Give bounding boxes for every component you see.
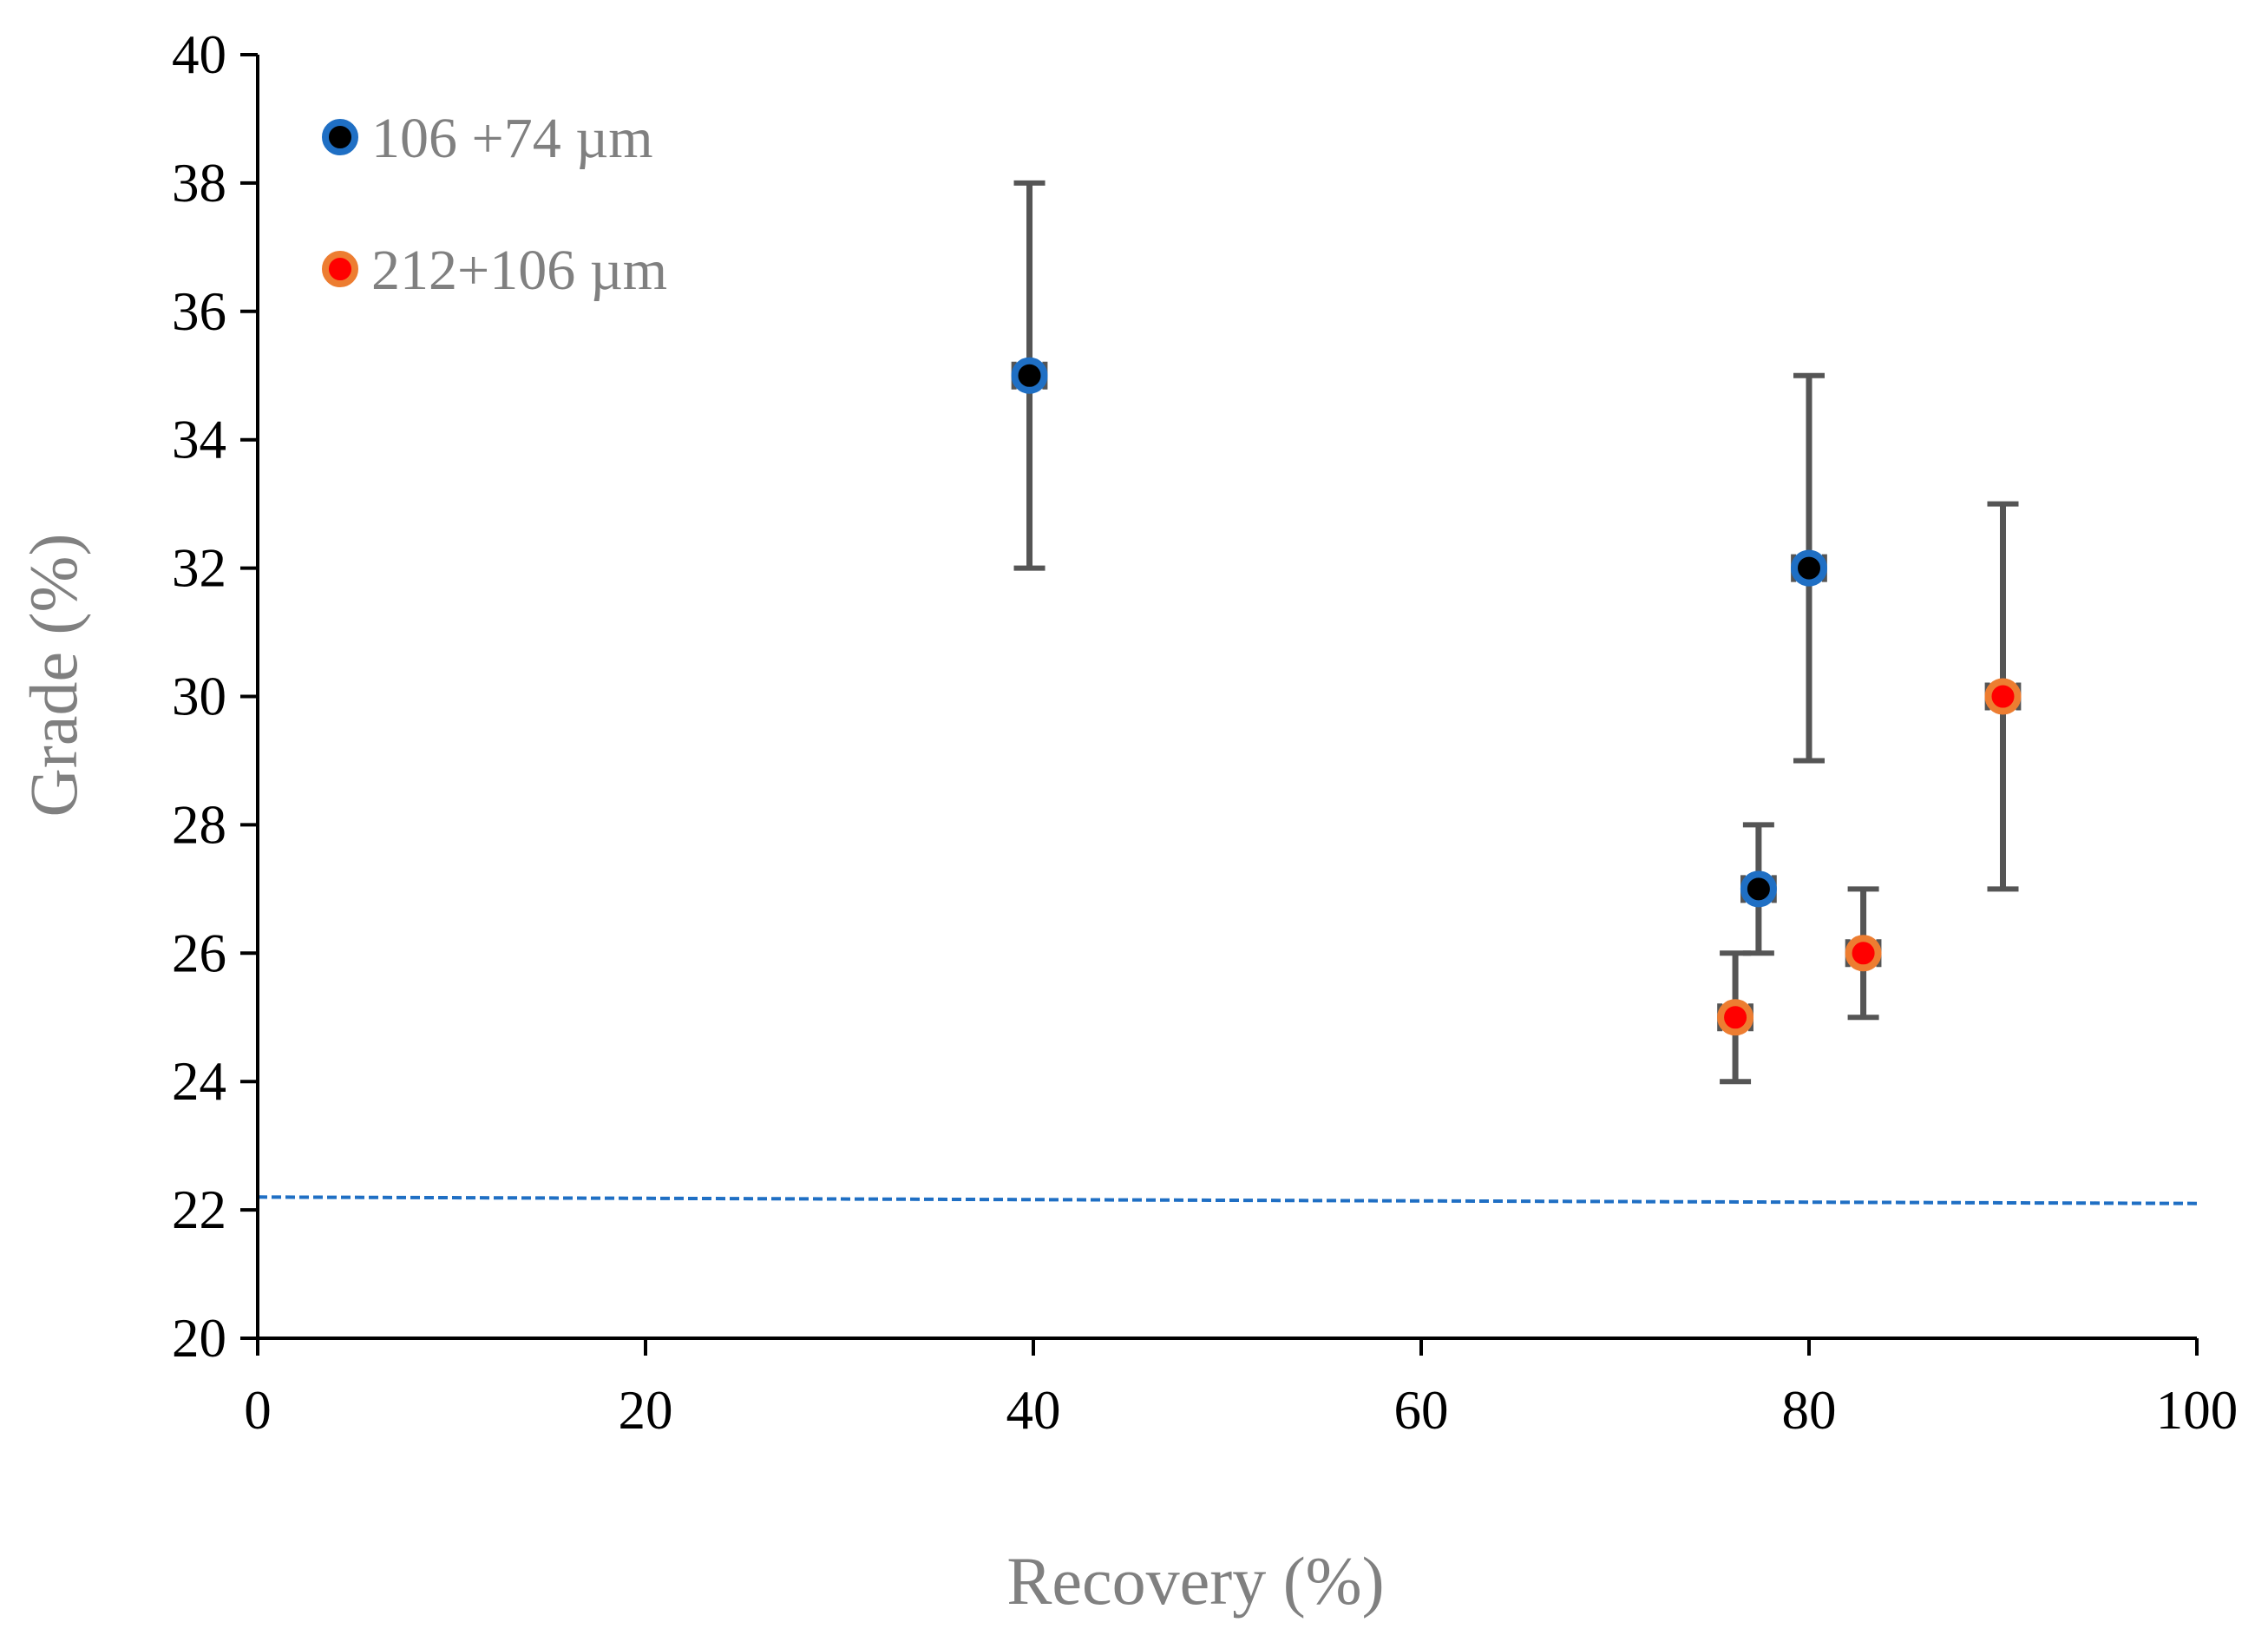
y-tick-label: 32 [172, 538, 226, 599]
y-tick-label: 20 [172, 1308, 226, 1369]
data-point-series-1 [1011, 357, 1048, 394]
y-tick-label: 36 [172, 281, 226, 342]
x-axis-title: Recovery (%) [1006, 1543, 1384, 1619]
y-tick-label: 24 [172, 1051, 226, 1112]
data-point-series-2 [1717, 999, 1754, 1036]
legend: 106 +74 µm 212+106 µm [322, 107, 667, 302]
data-point-series-2 [1984, 678, 2022, 715]
reference-line [257, 1195, 2198, 1205]
x-tick-label: 20 [619, 1380, 673, 1441]
x-tick-label: 60 [1394, 1380, 1449, 1441]
data-point-layer [1011, 357, 2022, 1036]
legend-label-series-2: 212+106 µm [371, 239, 667, 302]
legend-marker-series-2 [322, 251, 358, 287]
x-tick-label: 40 [1006, 1380, 1061, 1441]
axes: 0 20 40 60 80 100 20 22 24 26 28 30 32 34 36 38 40 [172, 24, 2238, 1441]
data-point-series-1 [1791, 549, 1827, 587]
y-axis-title: Grade (%) [16, 534, 91, 818]
y-tick-label: 26 [172, 923, 226, 983]
y-tick-label: 22 [172, 1179, 226, 1240]
y-tick-label: 40 [172, 24, 226, 85]
x-tick-label: 0 [244, 1380, 272, 1441]
x-tick-label: 80 [1782, 1380, 1837, 1441]
data-point-series-2 [1845, 935, 1882, 972]
y-tick-label: 28 [172, 794, 226, 855]
data-point-series-1 [1740, 870, 1777, 908]
y-tick-label: 38 [172, 153, 226, 213]
x-tick-label: 100 [2156, 1380, 2239, 1441]
legend-label-series-1: 106 +74 µm [371, 107, 653, 170]
y-tick-label: 30 [172, 667, 226, 727]
y-tick-label: 34 [172, 410, 226, 470]
reference-line-layer [257, 1195, 2198, 1205]
legend-marker-series-1 [322, 119, 358, 155]
